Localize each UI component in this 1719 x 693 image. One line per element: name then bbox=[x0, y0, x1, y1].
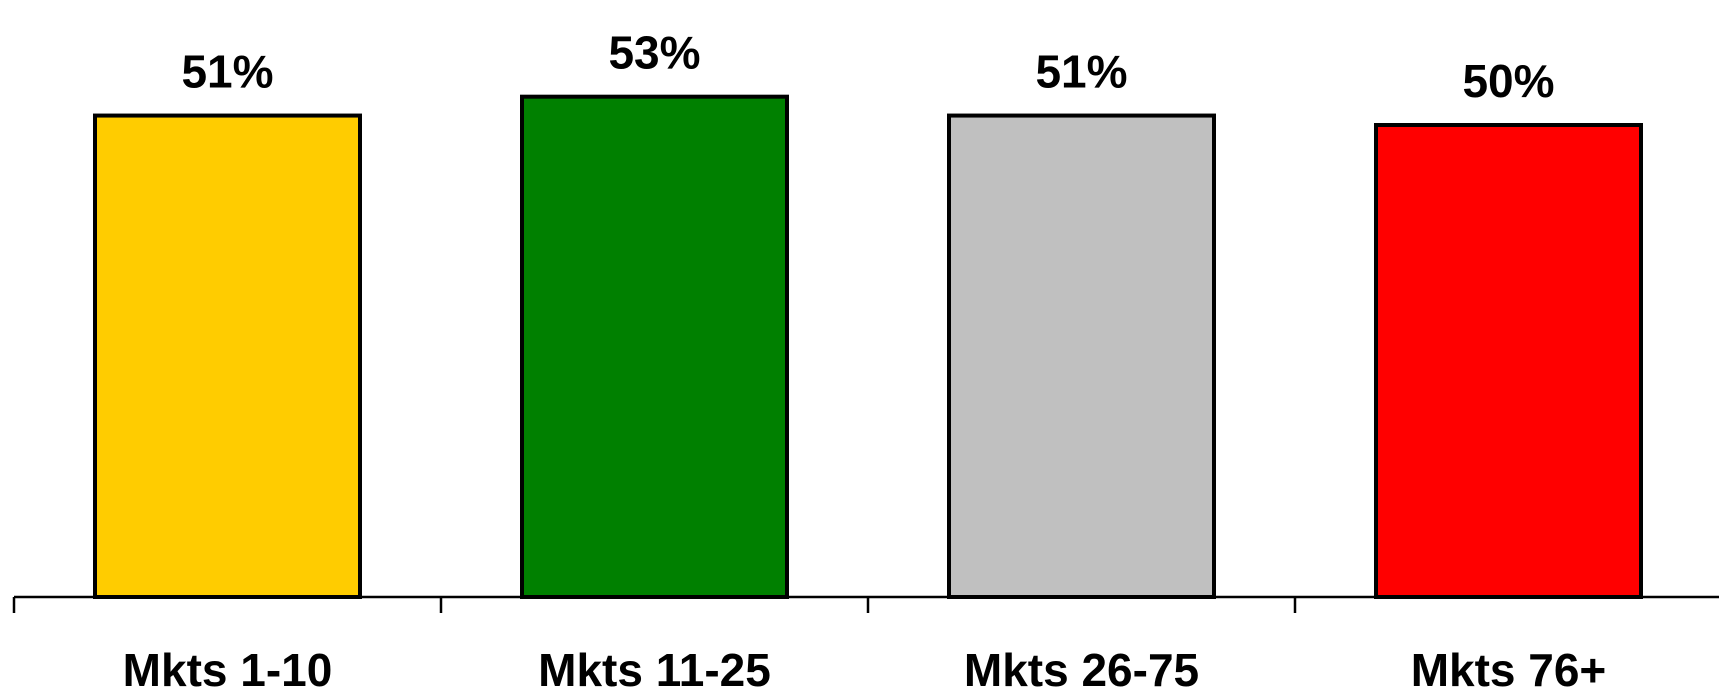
bar-1 bbox=[93, 113, 362, 599]
category-label-4: Mkts 76+ bbox=[1411, 644, 1607, 693]
bar-4 bbox=[1374, 123, 1643, 599]
data-labels: 51% 53% 51% 50% bbox=[181, 27, 1554, 107]
data-label-2: 53% bbox=[608, 27, 700, 79]
category-label-2: Mkts 11-25 bbox=[538, 644, 771, 693]
data-label-1: 51% bbox=[181, 46, 273, 98]
bar-2 bbox=[520, 94, 789, 600]
category-labels: Mkts 1-10 Mkts 11-25 Mkts 26-75 Mkts 76+ bbox=[123, 644, 1607, 693]
bars-layer bbox=[93, 94, 1643, 600]
data-label-4: 50% bbox=[1462, 55, 1554, 107]
bar-3 bbox=[947, 113, 1216, 599]
category-label-1: Mkts 1-10 bbox=[123, 644, 333, 693]
category-label-3: Mkts 26-75 bbox=[964, 644, 1199, 693]
x-axis-ticks bbox=[12, 597, 1297, 613]
data-label-3: 51% bbox=[1035, 46, 1127, 98]
